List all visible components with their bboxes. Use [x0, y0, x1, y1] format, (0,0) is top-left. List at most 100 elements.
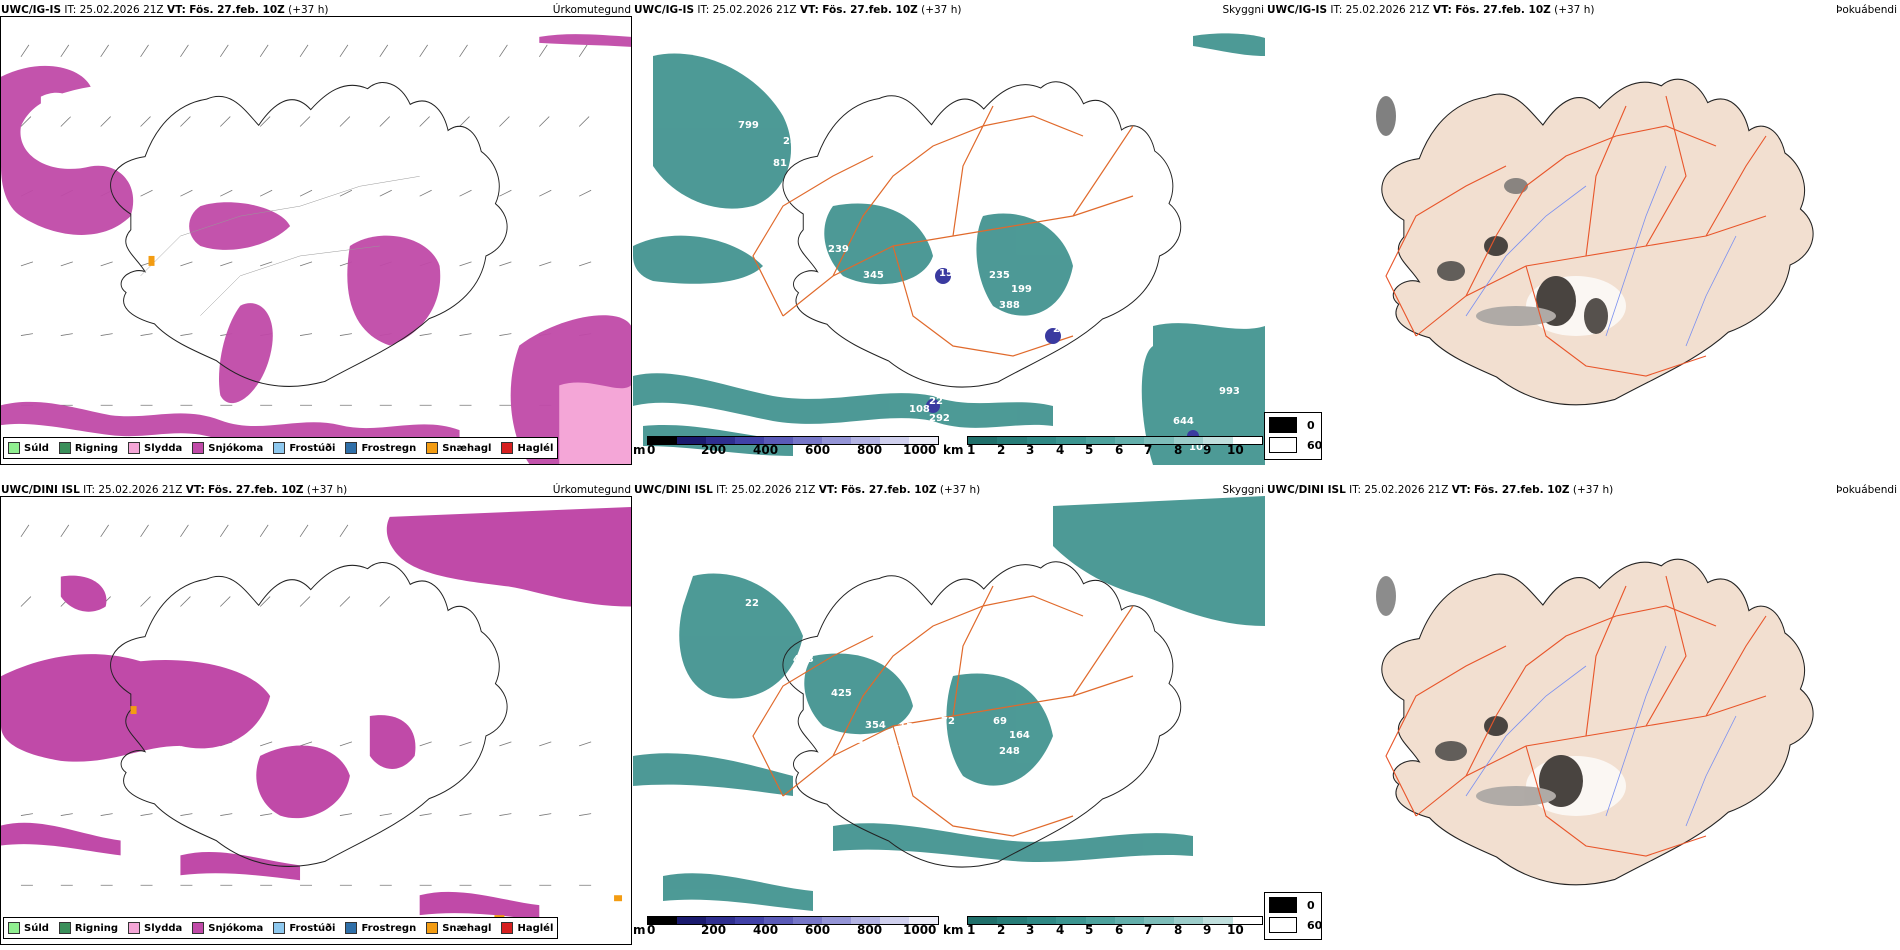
- cloud-label: 307: [909, 384, 930, 395]
- precip-panel-bottom: UWC/DINI ISL IT: 25.02.2026 21Z VT: Fös.…: [0, 480, 633, 945]
- precip-map: Súld Rigning Slydda Snjókoma Frostúði Frostre…: [0, 496, 632, 945]
- cloud-base-ticks: m 0 200 400 600 800 1000: [633, 443, 943, 457]
- vt-label: VT:: [799, 4, 819, 16]
- precip-legend-label: Rigning: [74, 442, 119, 454]
- header-run-info: UWC/IG-IS IT: 25.02.2026 21Z VT: Fös. 27…: [634, 4, 961, 16]
- cloud-base-tick: 400: [753, 443, 779, 457]
- model-name: UWC/IG-IS: [1, 4, 62, 16]
- cloud-label: 164: [1009, 730, 1030, 741]
- colorbar-segment: [1144, 917, 1174, 924]
- colorbar-segment: [1026, 917, 1057, 924]
- cloud-base-tick: 600: [805, 443, 831, 457]
- cloud-label: 28: [783, 136, 797, 147]
- precip-legend-label: Snjókoma: [208, 442, 264, 454]
- model-name: UWC/DINI ISL: [634, 484, 713, 496]
- visibility-colorbar-top: km 1 2 3 4 5 6 7 8 9 10: [943, 436, 1265, 458]
- visibility-tick: 2: [997, 443, 1006, 457]
- vt-value: Fös. 27.feb. 10Z: [1474, 484, 1570, 496]
- road-network: [752, 585, 1134, 837]
- cloud-label: 501: [729, 698, 750, 709]
- cloud-label: 48: [909, 868, 923, 879]
- precip-map-svg: [1, 497, 631, 944]
- colorbar-segment: [1173, 917, 1204, 924]
- cloud-label: 246: [1053, 324, 1074, 335]
- precip-legend-swatch: [8, 442, 20, 454]
- fog-map-svg: [1266, 496, 1898, 945]
- colorbar-segment: [1173, 437, 1204, 444]
- precip-legend-swatch: [345, 442, 358, 454]
- rivers: [1465, 645, 1737, 827]
- cloud-label: 660: [909, 754, 930, 765]
- colorbar-segment: [793, 917, 822, 924]
- it-label: IT:: [697, 4, 710, 16]
- cloud-base-labels: 22 413 425 501 354 15 204 167 72 69 164 …: [693, 598, 1080, 909]
- colorbar-segment: [764, 437, 793, 444]
- precip-legend-label: Rigning: [74, 922, 119, 934]
- cloud-label: 354: [865, 720, 886, 731]
- precip-legend-item: Haglél: [501, 922, 553, 934]
- cloud-base-tick: 1000: [903, 443, 937, 457]
- precip-map-svg: [1, 17, 631, 464]
- colorbar-segment: [1232, 917, 1263, 924]
- colorbar-segment: [677, 437, 706, 444]
- colorbar-segment: [1232, 437, 1263, 444]
- lead-time: (+37 h): [1554, 4, 1595, 16]
- precip-legend-item: Rigning: [58, 922, 119, 934]
- cloud-label: 292: [843, 290, 864, 301]
- colorbar-segment: [909, 437, 938, 444]
- cloud-label: 22: [929, 396, 943, 407]
- precip-legend-swatch: [273, 442, 286, 454]
- header-run-info: UWC/IG-IS IT: 25.02.2026 21Z VT: Fös. 27…: [1267, 4, 1594, 16]
- it-label: IT:: [1330, 4, 1343, 16]
- rivers: [1465, 165, 1737, 347]
- precip-legend-swatch: [58, 922, 71, 934]
- model-name: UWC/IG-IS: [1267, 4, 1328, 16]
- visibility-tick: 9: [1203, 443, 1212, 457]
- visibility-ticks: km 1 2 3 4 5 6 7 8 9 10: [943, 443, 1265, 457]
- panel-title: Skyggni: [1222, 4, 1265, 16]
- colorbar-segment: [997, 437, 1027, 444]
- visibility-tick: 1: [967, 923, 976, 937]
- cloud-label: 239: [828, 244, 849, 255]
- cloud-map: 799 28 81 239 47 345 292 489 152 235 199…: [633, 16, 1265, 465]
- lead-time: (+37 h): [921, 4, 962, 16]
- precip-legend-swatch: [8, 922, 20, 934]
- cloud-label: 47: [793, 264, 807, 275]
- colorbar-segment: [1203, 437, 1233, 444]
- vt-label: VT:: [818, 484, 838, 496]
- visibility-tick: 6: [1115, 443, 1124, 457]
- vt-label: VT:: [185, 484, 205, 496]
- cloud-label: 425: [831, 688, 852, 699]
- low-visibility-areas: [633, 496, 1265, 911]
- panel-title: Skyggni: [1222, 484, 1265, 496]
- visibility-tick: 2: [997, 923, 1006, 937]
- precip-legend-item: Frostregn: [345, 922, 416, 934]
- cloud-label: 22: [745, 598, 759, 609]
- visibility-colorbar-bottom: km 1 2 3 4 5 6 7 8 9 10: [943, 916, 1265, 938]
- cloud-label: 825: [969, 898, 990, 909]
- cloud-base-unit: m: [633, 923, 646, 937]
- precip-legend-swatch: [128, 922, 141, 934]
- fog-swatch: [1269, 897, 1297, 913]
- precip-legend-label: Snæhagl: [442, 922, 492, 934]
- cloud-label: 489: [865, 288, 886, 299]
- cloud-label: 72: [941, 716, 955, 727]
- visibility-tick: 10: [1227, 443, 1244, 457]
- precip-legend-label: Haglél: [517, 922, 554, 934]
- fog-panel-bottom: UWC/DINI ISL IT: 25.02.2026 21Z VT: Fös.…: [1266, 480, 1899, 945]
- vt-value: Fös. 27.feb. 10Z: [1455, 4, 1551, 16]
- fog-legend-label: 0: [1307, 898, 1315, 912]
- cloud-label: 413: [793, 654, 814, 665]
- visibility-unit: km: [943, 923, 964, 937]
- panel-title: Úrkomutegund: [552, 4, 631, 16]
- fog-shading: [1376, 576, 1626, 816]
- colorbar-segment: [1026, 437, 1057, 444]
- visibility-colorbar: [967, 436, 1263, 445]
- cloud-base-colorbar: [647, 916, 939, 925]
- vt-value: Fös. 27.feb. 10Z: [822, 4, 918, 16]
- cloud-base-tick: 800: [857, 443, 883, 457]
- precip-legend-item: Frostregn: [345, 442, 416, 454]
- cloud-base-colorbar-top: m 0 200 400 600 800 1000: [633, 436, 943, 458]
- colorbar-segment: [706, 917, 735, 924]
- cloud-label: 106: [1189, 442, 1210, 453]
